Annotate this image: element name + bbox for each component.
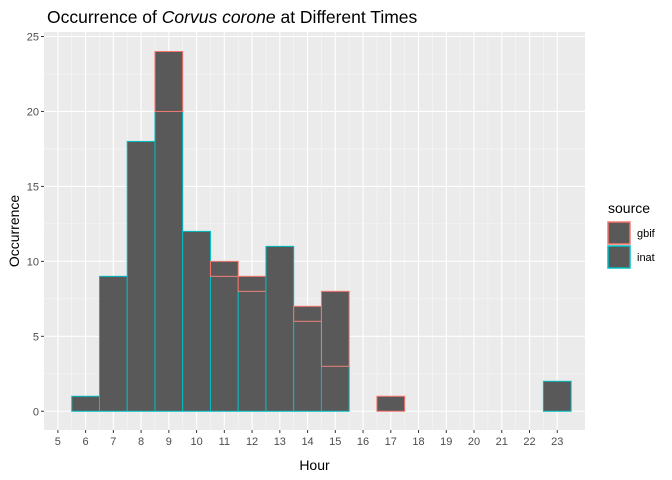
x-axis-label: Hour bbox=[299, 457, 330, 473]
bar-inat bbox=[182, 230, 211, 412]
bar-inat bbox=[320, 365, 350, 412]
chart-title: Occurrence of Corvus corone at Different… bbox=[47, 7, 418, 27]
y-tick-label: 15 bbox=[27, 181, 39, 193]
bars bbox=[71, 50, 572, 412]
x-tick-label: 5 bbox=[55, 436, 61, 448]
x-axis: 5 6 7 8 9 10 11 12 13 14 15 16 17 18 19 20 21 22 23 bbox=[55, 430, 563, 448]
bar-inat bbox=[98, 275, 128, 412]
y-tick-label: 25 bbox=[27, 31, 39, 43]
bar-gbif bbox=[209, 260, 239, 277]
bar-inat bbox=[542, 380, 572, 412]
x-tick-label: 23 bbox=[551, 436, 563, 448]
x-tick-label: 14 bbox=[301, 436, 313, 448]
y-axis-label: Occurrence bbox=[6, 195, 22, 268]
x-tick-label: 8 bbox=[138, 436, 144, 448]
x-tick-label: 6 bbox=[83, 436, 89, 448]
legend-key-gbif bbox=[607, 221, 631, 245]
x-tick-label: 20 bbox=[468, 436, 480, 448]
x-tick-label: 19 bbox=[440, 436, 452, 448]
legend-key-inat bbox=[607, 245, 631, 269]
x-tick-label: 21 bbox=[496, 436, 508, 448]
y-tick-label: 0 bbox=[33, 406, 39, 418]
y-tick-label: 10 bbox=[27, 256, 39, 268]
y-tick-label: 5 bbox=[33, 331, 39, 343]
x-tick-label: 11 bbox=[219, 436, 230, 448]
x-tick-label: 18 bbox=[412, 436, 424, 448]
bar-gbif bbox=[376, 395, 406, 412]
x-tick-label: 16 bbox=[357, 436, 369, 448]
bar-gbif bbox=[154, 50, 184, 112]
legend-label-gbif: gbif bbox=[637, 228, 656, 240]
legend-title: source bbox=[608, 200, 650, 216]
y-axis: 0 5 10 15 20 25 bbox=[27, 31, 44, 418]
x-tick-label: 13 bbox=[274, 436, 286, 448]
x-tick-label: 10 bbox=[190, 436, 202, 448]
y-tick-label: 20 bbox=[27, 106, 39, 118]
bar-inat bbox=[71, 395, 100, 412]
legend: source gbif inat bbox=[607, 200, 656, 269]
x-tick-label: 22 bbox=[523, 436, 535, 448]
x-tick-label: 7 bbox=[110, 436, 116, 448]
bar-inat bbox=[154, 110, 184, 412]
bar-inat bbox=[126, 140, 156, 412]
bar-inat bbox=[209, 275, 239, 412]
bar-gbif bbox=[293, 305, 322, 322]
x-tick-label: 9 bbox=[166, 436, 172, 448]
x-tick-label: 17 bbox=[385, 436, 397, 448]
bar-inat bbox=[293, 320, 322, 412]
x-tick-label: 15 bbox=[329, 436, 341, 448]
bar-inat bbox=[237, 290, 267, 412]
bar-gbif bbox=[237, 275, 267, 292]
legend-label-inat: inat bbox=[637, 252, 655, 264]
bar-inat bbox=[265, 245, 295, 412]
x-tick-label: 12 bbox=[246, 436, 258, 448]
bar-gbif bbox=[320, 290, 350, 367]
